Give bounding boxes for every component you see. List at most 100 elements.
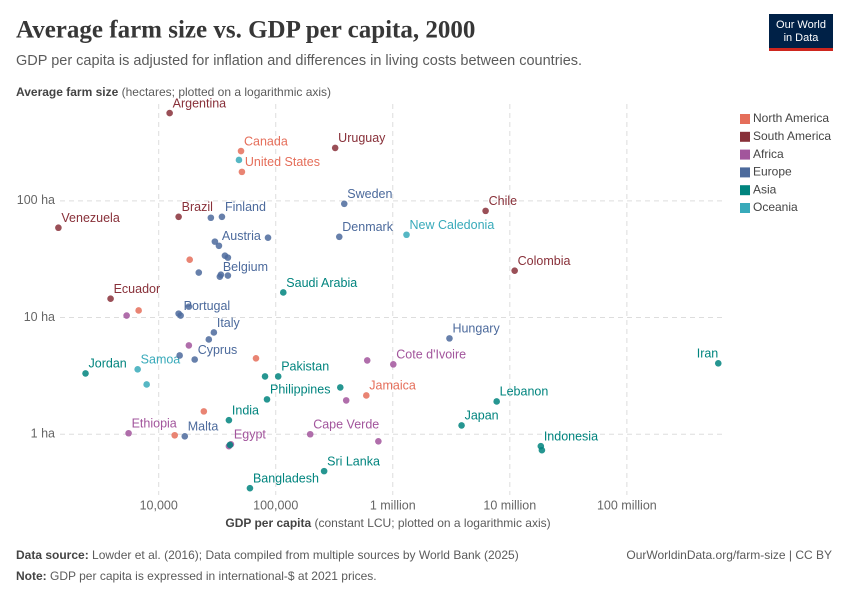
y-tick-label: 10 ha	[24, 310, 55, 324]
point	[218, 213, 226, 221]
point-label: Uruguay	[338, 131, 386, 145]
point-label: Lebanon	[500, 385, 549, 399]
point-label: Samoa	[141, 353, 181, 367]
point	[238, 168, 246, 176]
point	[185, 342, 193, 349]
source: Data source: Lowder et al. (2016); Data …	[16, 548, 519, 562]
point-label: Italy	[217, 316, 241, 330]
x-tick-label: 100,000	[253, 498, 298, 512]
logo-box	[769, 14, 833, 51]
legend-label: Africa	[753, 147, 784, 161]
x-axis-title: GDP per capita (constant LCU; plotted on…	[225, 516, 550, 530]
point	[210, 329, 218, 336]
source-text: Lowder et al. (2016); Data compiled from…	[92, 548, 519, 562]
point	[107, 295, 114, 302]
point	[171, 431, 179, 439]
x-axis-label: GDP per capita	[225, 516, 311, 530]
point-label: Cote d'Ivoire	[396, 348, 466, 362]
point	[200, 408, 208, 415]
legend-swatch	[740, 185, 750, 196]
point-label: Belgium	[223, 260, 268, 274]
y-axis-note: (hectares; plotted on a logarithmic axis…	[122, 85, 331, 99]
point	[175, 310, 182, 317]
legend-label: Asia	[753, 182, 777, 196]
point	[279, 289, 287, 296]
y-tick-label: 100 ha	[17, 193, 55, 207]
point-label: Cape Verde	[313, 418, 379, 432]
point-label: Brazil	[182, 200, 213, 214]
point-label: Pakistan	[281, 360, 329, 374]
point	[538, 446, 546, 454]
point-label: Bangladesh	[253, 471, 319, 485]
source-label: Data source:	[16, 548, 89, 562]
point	[493, 398, 500, 405]
point	[226, 441, 234, 449]
point-label: Argentina	[173, 96, 227, 110]
point	[176, 352, 183, 359]
point-label: Japan	[465, 409, 499, 423]
point	[195, 269, 203, 276]
point-label: Saudi Arabia	[286, 276, 357, 290]
point	[446, 335, 453, 342]
point-label: Denmark	[342, 220, 393, 234]
labels: Canada United States Jamaica Argentina Urugu…	[61, 96, 718, 485]
point	[134, 366, 141, 373]
url[interactable]: OurWorldinData.org/farm-size | CC BY	[626, 548, 832, 562]
point	[389, 361, 397, 368]
note-text: GDP per capita is expressed in internati…	[50, 569, 377, 583]
legend-label: Europe	[753, 165, 792, 179]
point	[166, 109, 173, 117]
point	[181, 433, 189, 440]
point	[363, 392, 370, 399]
point-label: Iran	[697, 347, 719, 361]
point-label: Ethiopia	[132, 417, 177, 431]
point-label: India	[232, 403, 259, 417]
point	[403, 231, 410, 239]
legend-swatch	[740, 149, 750, 160]
legend-swatch	[740, 131, 750, 142]
point	[224, 272, 232, 279]
point	[123, 312, 130, 319]
legend-swatch	[740, 114, 750, 124]
legend-swatch	[740, 203, 750, 213]
point-label: Cyprus	[198, 343, 238, 357]
x-tick-label: 1 million	[370, 498, 416, 512]
point-label: Canada	[244, 134, 288, 148]
point	[340, 200, 348, 208]
point	[185, 303, 193, 310]
point	[714, 360, 722, 367]
point-label: Finland	[225, 200, 266, 214]
point	[237, 147, 245, 155]
point	[342, 397, 350, 404]
point	[191, 356, 198, 363]
y-axis-title: Average farm size (hectares; plotted on …	[16, 85, 331, 99]
logo-text: in Data	[784, 32, 820, 44]
point	[458, 422, 465, 429]
point	[175, 213, 182, 221]
point	[135, 307, 142, 314]
point	[335, 233, 343, 241]
y-axis-label: Average farm size	[16, 85, 119, 99]
point	[55, 224, 62, 232]
point	[82, 370, 89, 377]
y-tick-label: 1 ha	[31, 427, 55, 441]
point-label: Indonesia	[544, 429, 598, 443]
logo-stripe	[769, 48, 833, 51]
point	[207, 214, 215, 222]
x-tick-label: 100 million	[597, 498, 657, 512]
point	[261, 373, 269, 380]
point	[217, 271, 225, 278]
point	[211, 238, 219, 245]
point	[205, 336, 213, 343]
point	[225, 416, 233, 424]
point-label: New Caledonia	[410, 218, 495, 232]
x-tick-label: 10,000	[140, 498, 178, 512]
point	[511, 267, 518, 274]
point	[186, 256, 193, 263]
x-axis-note: (constant LCU; plotted on a logarithmic …	[315, 516, 551, 530]
point	[263, 396, 271, 403]
point	[143, 381, 150, 388]
point	[264, 234, 272, 242]
point	[331, 144, 339, 152]
